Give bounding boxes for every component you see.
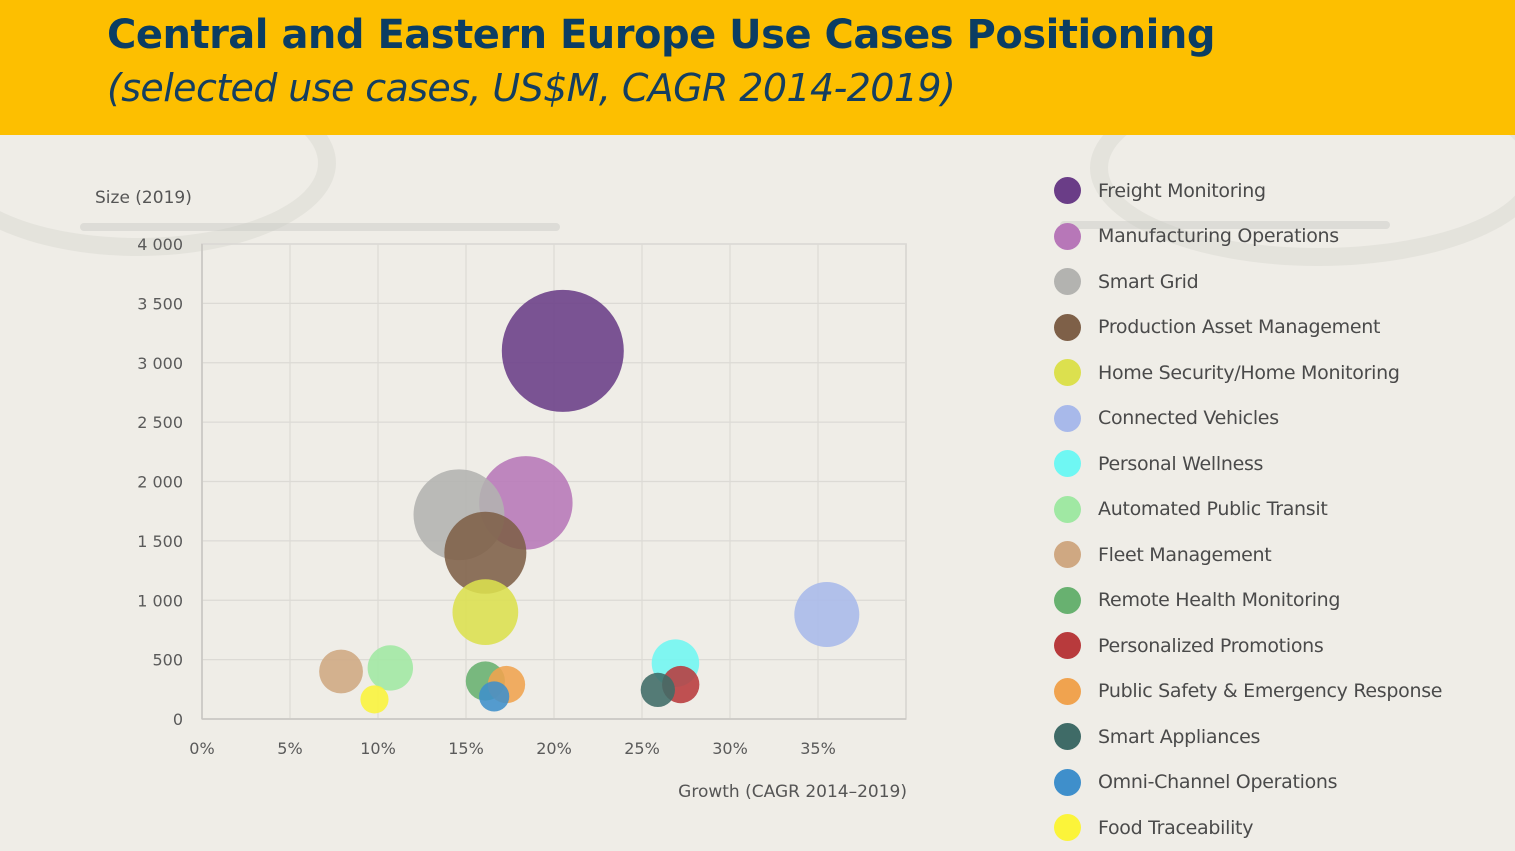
legend-swatch-icon (1054, 541, 1081, 569)
legend-swatch-icon (1054, 450, 1081, 478)
bubble-production-asset-management (444, 511, 527, 594)
legend-item: Public Safety & Emergency Response (1054, 669, 1443, 715)
legend-label: Personalized Promotions (1098, 634, 1324, 657)
legend-label: Freight Monitoring (1098, 179, 1266, 202)
legend-label: Smart Grid (1098, 270, 1199, 293)
header-banner: Central and Eastern Europe Use Cases Pos… (0, 0, 1515, 135)
legend-swatch-icon (1054, 313, 1081, 341)
x-tick-label: 25% (624, 739, 660, 758)
legend: Freight Monitoring Manufacturing Operatio… (1054, 168, 1443, 851)
legend-item: Smart Grid (1054, 259, 1442, 305)
page-title: Central and Eastern Europe Use Cases Pos… (107, 12, 1215, 58)
legend-label: Home Security/Home Monitoring (1098, 361, 1400, 384)
bubble-freight-monitoring (501, 289, 624, 412)
legend-swatch-icon (1054, 768, 1081, 796)
x-tick-label: 5% (277, 739, 302, 758)
legend-swatch-icon (1054, 723, 1081, 751)
x-tick-label: 20% (536, 739, 572, 758)
x-axis-label: Growth (CAGR 2014–2019) (678, 782, 907, 802)
tick-labels: 0% 5% 10% 15% 20% 25% 30% 35% 0 500 1 000 1 500 2 00… (137, 235, 836, 758)
legend-label: Production Asset Management (1098, 316, 1381, 339)
y-tick-label: 1 500 (137, 532, 183, 551)
legend-item: Personal Wellness (1054, 441, 1442, 487)
x-tick-label: 15% (448, 739, 484, 758)
legend-swatch-icon (1054, 222, 1081, 250)
bubble-home-security-home-monitoring (452, 579, 519, 645)
legend-item: Automated Public Transit (1054, 487, 1442, 533)
y-tick-label: 500 (152, 651, 183, 670)
y-tick-label: 0 (173, 710, 183, 729)
legend-item: Omni-Channel Operations (1054, 760, 1442, 806)
legend-label: Personal Wellness (1098, 452, 1264, 475)
legend-swatch-icon (1054, 586, 1081, 614)
legend-item: Production Asset Management (1054, 305, 1442, 351)
legend-item: Freight Monitoring (1054, 168, 1442, 214)
legend-item: Personalized Promotions (1054, 623, 1442, 669)
legend-swatch-icon (1054, 177, 1081, 205)
legend-label: Public Safety & Emergency Response (1098, 680, 1443, 703)
bubble-connected-vehicles (794, 581, 860, 648)
legend-item: Food Traceability (1054, 805, 1442, 851)
legend-item: Connected Vehicles (1054, 396, 1442, 442)
legend-label: Smart Appliances (1098, 725, 1261, 748)
bubble-automated-public-transit (367, 645, 414, 691)
legend-item: Manufacturing Operations (1054, 214, 1442, 260)
bubble-omni-channel-operations (479, 681, 510, 712)
x-tick-label: 35% (800, 739, 836, 758)
legend-swatch-icon (1054, 677, 1081, 705)
bubble-food-traceability (360, 685, 389, 714)
legend-item: Remote Health Monitoring (1054, 578, 1442, 624)
y-tick-label: 4 000 (137, 235, 183, 254)
y-axis-label: Size (2019) (95, 188, 192, 208)
legend-swatch-icon (1054, 404, 1081, 432)
y-tick-label: 2 000 (137, 473, 183, 492)
legend-swatch-icon (1054, 495, 1081, 523)
x-tick-label: 0% (189, 739, 214, 758)
legend-label: Manufacturing Operations (1098, 225, 1339, 248)
legend-label: Remote Health Monitoring (1098, 589, 1341, 612)
background-decoration (1060, 221, 1390, 229)
x-tick-label: 10% (360, 739, 396, 758)
bubble-smart-appliances (640, 672, 675, 708)
bubbles (319, 289, 860, 714)
legend-swatch-icon (1054, 814, 1081, 842)
legend-item: Fleet Management (1054, 532, 1442, 578)
y-tick-label: 3 000 (137, 354, 183, 373)
legend-swatch-icon (1054, 632, 1081, 660)
page-subtitle: (selected use cases, US$M, CAGR 2014-201… (107, 66, 956, 110)
legend-swatch-icon (1054, 268, 1081, 296)
legend-item: Smart Appliances (1054, 714, 1442, 760)
y-tick-label: 2 500 (137, 413, 183, 432)
y-tick-label: 3 500 (137, 294, 183, 313)
legend-label: Automated Public Transit (1098, 498, 1328, 521)
background-decoration (80, 223, 560, 231)
legend-swatch-icon (1054, 359, 1081, 387)
legend-label: Connected Vehicles (1098, 407, 1279, 430)
legend-label: Food Traceability (1098, 816, 1254, 839)
bubble-fleet-management (319, 649, 363, 694)
legend-label: Fleet Management (1098, 543, 1272, 566)
bubble-chart: 0% 5% 10% 15% 20% 25% 30% 35% 0 500 1 000 1 500 2 00… (95, 188, 907, 802)
legend-item: Home Security/Home Monitoring (1054, 350, 1442, 396)
legend-label: Omni-Channel Operations (1098, 771, 1338, 794)
y-tick-label: 1 000 (137, 591, 183, 610)
x-tick-label: 30% (712, 739, 748, 758)
